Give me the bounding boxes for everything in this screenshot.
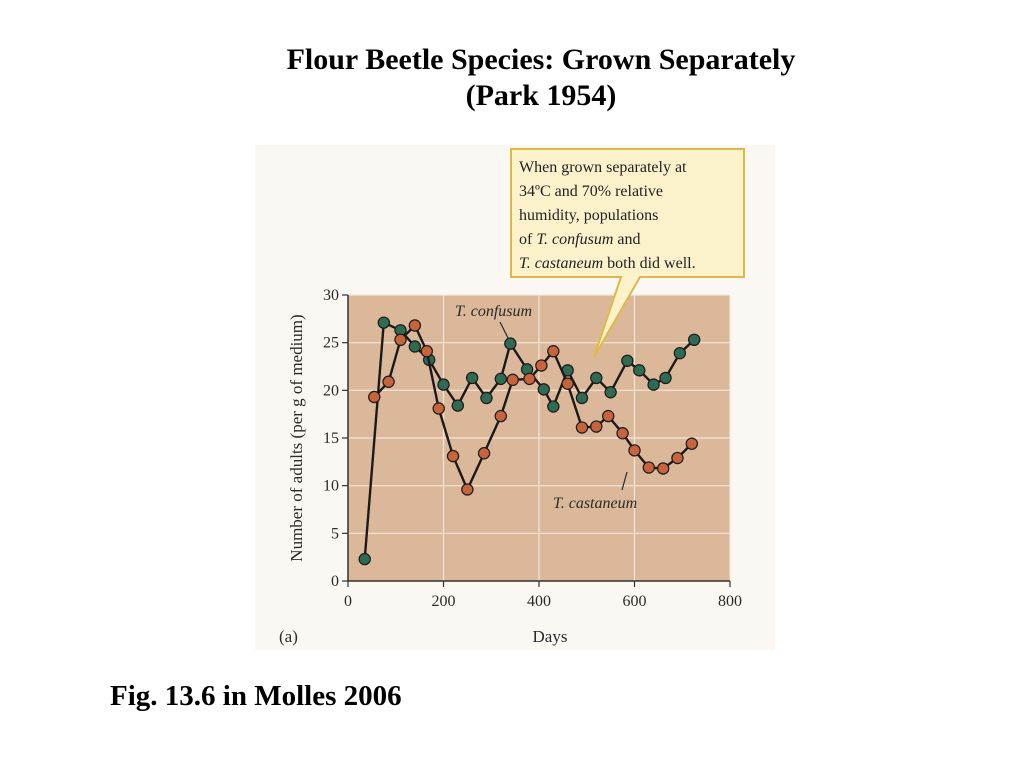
callout-line-4-segment-0: T. castaneum — [519, 255, 603, 272]
data-point-t-castaneum-21 — [656, 462, 670, 475]
data-point-t-castaneum-3 — [408, 319, 422, 332]
data-point-t-confusum-7 — [465, 371, 479, 385]
callout-line-0-segment-0: When grown separately at — [519, 159, 687, 176]
y-tick-label-0: 0 — [331, 573, 339, 590]
y-tick-label-4: 20 — [323, 382, 339, 399]
callout-line-0: When grown separately at — [519, 159, 687, 176]
tick-labels: 0 5 10 15 20 25 30 0 200 400 600 800 — [323, 287, 742, 610]
gridlines — [348, 294, 731, 581]
data-point-t-castaneum-6 — [446, 449, 460, 463]
y-tick-label-5: 25 — [323, 335, 339, 352]
callout-line-3-segment-0: of — [519, 231, 536, 248]
callout-line-3-segment-1: T. confusum — [536, 231, 613, 248]
y-tick-label-1: 5 — [331, 525, 339, 542]
y-tick-label-6: 30 — [323, 287, 339, 304]
data-point-t-confusum-6 — [451, 399, 465, 412]
data-point-t-castaneum-17 — [602, 409, 615, 423]
slide-title: Flour Beetle Species: Grown Separately (… — [0, 42, 1024, 114]
callout-line-2: humidity, populations — [519, 207, 658, 224]
data-point-t-castaneum-9 — [494, 409, 507, 423]
data-point-t-confusum-9 — [494, 372, 507, 386]
data-point-t-castaneum-0 — [368, 390, 381, 404]
callout-line-1-segment-0: 34ºC and 70% relative — [519, 183, 663, 200]
data-point-t-castaneum-7 — [461, 483, 474, 496]
data-point-t-castaneum-12 — [535, 359, 548, 372]
data-point-t-confusum-19 — [633, 364, 646, 377]
series-label-castaneum: T. castaneum — [553, 495, 637, 512]
data-point-t-castaneum-20 — [642, 461, 656, 474]
data-point-t-castaneum-18 — [616, 427, 629, 440]
data-point-t-confusum-23 — [687, 333, 701, 347]
x-tick-label-4: 800 — [718, 593, 742, 610]
x-tick-label-1: 200 — [432, 593, 456, 610]
slide-title-line1: Flour Beetle Species: Grown Separately — [286, 43, 796, 76]
data-point-t-castaneum-1 — [382, 375, 395, 388]
x-tick-label-0: 0 — [344, 593, 352, 610]
data-point-t-confusum-12 — [537, 383, 550, 396]
x-axis-title: Days — [533, 627, 568, 646]
data-point-t-castaneum-2 — [394, 333, 407, 347]
data-point-t-confusum-0 — [358, 552, 371, 566]
callout-shape — [510, 148, 745, 358]
y-axis-title: Number of adults (per g of medium) — [287, 314, 306, 561]
callout-line-4-segment-1: both did well. — [603, 255, 695, 272]
series-labels: T. confusum T. castaneum — [455, 303, 637, 512]
callout-text: When grown separately at 34ºC and 70% rel… — [519, 159, 696, 272]
data-point-t-castaneum-16 — [590, 420, 603, 433]
data-point-t-confusum-18 — [621, 354, 634, 367]
data-point-t-confusum-10 — [504, 337, 517, 350]
slide-title-line2: (Park 1954) — [465, 79, 617, 112]
data-point-t-confusum-1 — [377, 316, 391, 329]
data-point-t-castaneum-15 — [575, 421, 589, 434]
data-point-t-confusum-13 — [547, 400, 560, 413]
x-tick-label-2: 400 — [527, 593, 551, 610]
data-point-t-castaneum-23 — [685, 437, 699, 450]
callout-line-1: 34ºC and 70% relative — [519, 183, 663, 200]
data-point-t-confusum-5 — [437, 378, 450, 391]
data-point-t-castaneum-14 — [561, 377, 574, 390]
figure-caption: Fig. 13.6 in Molles 2006 — [110, 680, 402, 712]
data-point-t-confusum-17 — [604, 386, 617, 399]
data-point-t-castaneum-13 — [547, 345, 560, 358]
series — [358, 316, 701, 566]
data-point-t-confusum-3 — [408, 340, 422, 353]
series-t-confusum — [358, 316, 701, 566]
series-label-castaneum-leader — [621, 471, 628, 491]
data-point-t-castaneum-5 — [432, 402, 445, 415]
data-point-t-castaneum-10 — [506, 373, 519, 387]
callout-line-3: of T. confusum and — [519, 231, 640, 248]
data-point-t-confusum-16 — [590, 371, 603, 385]
y-tick-label-2: 10 — [323, 478, 339, 495]
callout-box: When grown separately at 34ºC and 70% rel… — [510, 148, 745, 358]
series-label-confusum: T. confusum — [455, 303, 532, 320]
data-point-t-confusum-22 — [673, 346, 687, 360]
panel-label: (a) — [279, 627, 298, 646]
data-point-t-castaneum-11 — [523, 372, 536, 386]
data-point-t-confusum-20 — [647, 378, 660, 391]
series-t-castaneum — [368, 319, 699, 496]
data-point-t-confusum-21 — [659, 371, 672, 385]
data-point-t-castaneum-4 — [420, 345, 433, 358]
callout-line-2-segment-0: humidity, populations — [519, 207, 658, 224]
series-label-confusum-leader — [499, 321, 509, 339]
callout-line-3-segment-2: and — [613, 231, 640, 248]
y-tick-label-3: 15 — [323, 430, 339, 447]
callout-line-4: T. castaneum both did well. — [519, 255, 696, 272]
data-point-t-confusum-15 — [575, 391, 589, 405]
data-point-t-confusum-8 — [480, 391, 493, 405]
data-point-t-castaneum-8 — [477, 447, 491, 460]
data-point-t-castaneum-19 — [628, 444, 641, 457]
data-point-t-castaneum-22 — [671, 451, 684, 465]
x-tick-label-3: 600 — [623, 593, 647, 610]
